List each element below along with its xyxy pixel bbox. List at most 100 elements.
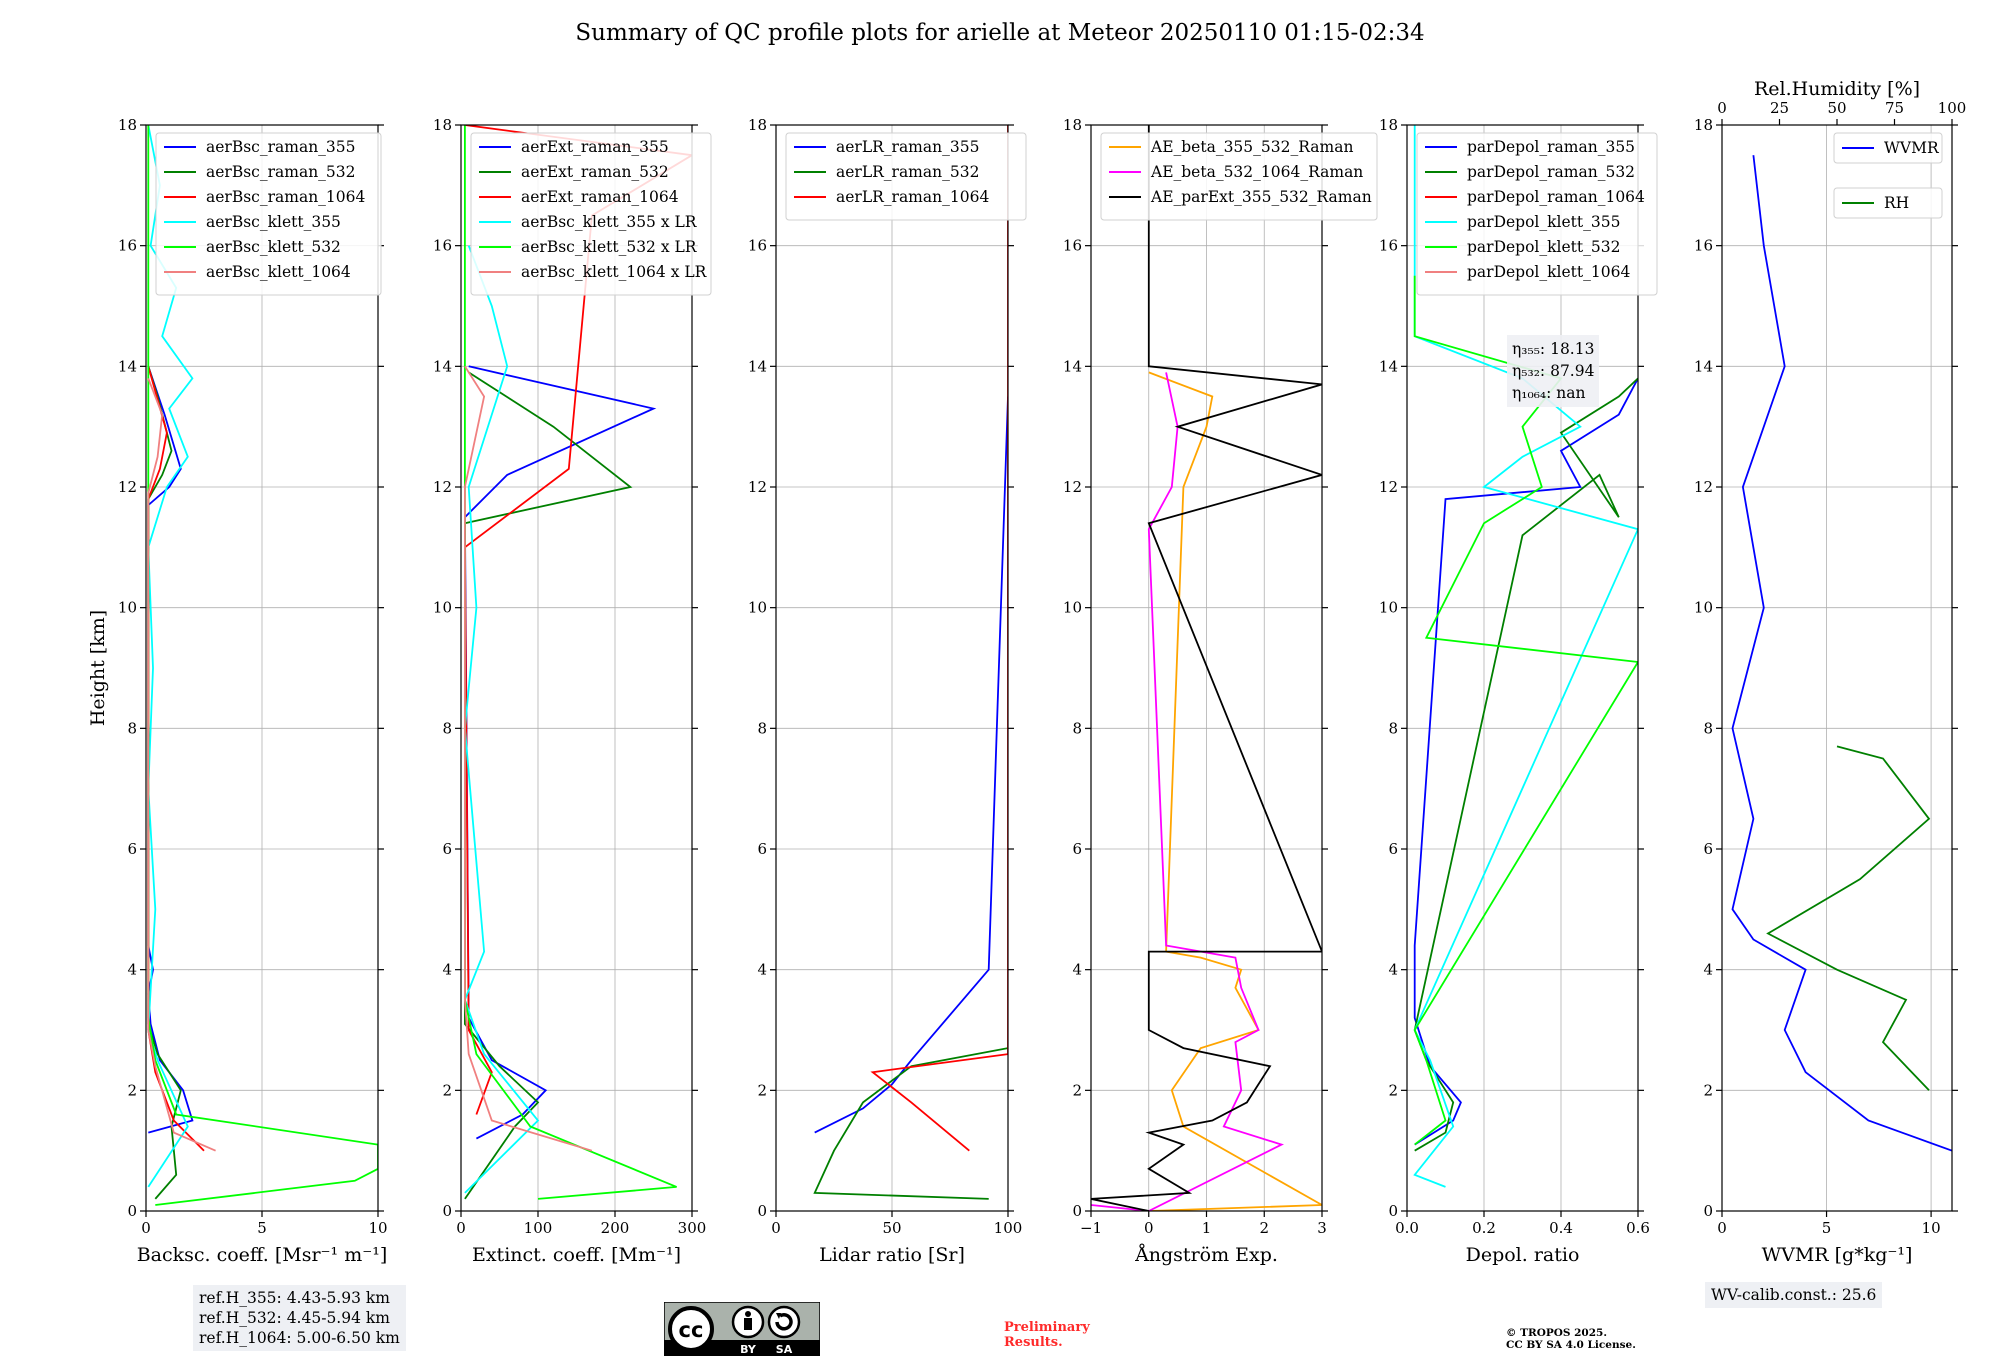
- x-tick-label: 100: [994, 1219, 1023, 1237]
- y-tick-label: 10: [748, 599, 767, 617]
- series-line-aerBsc_klett_1064 x LR: [464, 365, 593, 1152]
- x-tick-label: 0: [456, 1219, 466, 1237]
- y-tick-label: 2: [1703, 1081, 1713, 1099]
- legend-box: [155, 132, 382, 296]
- series-line-aerLR_raman_355: [814, 396, 1008, 1134]
- series-line-aerBsc_klett_1064: [147, 378, 216, 1152]
- y-tick-label: 10: [1694, 599, 1713, 617]
- series-line-parDepol_raman_355: [1413, 377, 1638, 1146]
- series-line-parDepol_klett_355: [1413, 125, 1638, 1188]
- y-tick-label: 2: [1388, 1081, 1398, 1099]
- badge-by-text: BY: [740, 1343, 757, 1356]
- copyright-note: © TROPOS 2025. CC BY SA 4.0 License.: [1506, 1327, 1636, 1351]
- y-tick-label: 2: [757, 1081, 767, 1099]
- reference-height-box: ref.H_355: 4.43-5.93 km ref.H_532: 4.45-5…: [193, 1285, 406, 1351]
- axes-frame: [1406, 124, 1639, 1212]
- x2-tick-label: 50: [1827, 99, 1846, 117]
- y-tick-label: 10: [1063, 599, 1082, 617]
- series-line-AE_beta_532_1064_Raman: [1091, 372, 1284, 1211]
- eta-box: [1507, 335, 1599, 407]
- x-tick-label: 0: [141, 1219, 151, 1237]
- x-tick-label: 0: [1717, 1219, 1727, 1237]
- y-tick-label: 18: [748, 116, 767, 134]
- axes-frame: [460, 124, 693, 1212]
- wv-calib-box: WV-calib.const.: 25.6: [1705, 1282, 1883, 1308]
- y-tick-label: 16: [1694, 237, 1713, 255]
- y-tick-label: 6: [127, 840, 137, 858]
- y-tick-label: 12: [1379, 478, 1398, 496]
- series-line-AE_beta_355_532_Raman: [1148, 371, 1322, 1211]
- legend-label: parDepol_klett_532: [1467, 238, 1620, 256]
- panel-2: 0 2 4 6 8 10 12 14 16 18 0 100 200 300 Extinct. coeff.…: [433, 116, 712, 1266]
- x2-axis-label: Rel.Humidity [%]: [1754, 78, 1920, 100]
- y-tick-label: 2: [127, 1081, 137, 1099]
- series-line-aerBsc_raman_355: [147, 366, 194, 1134]
- legend-label: aerExt_raman_1064: [521, 188, 679, 206]
- y-tick-label: 14: [118, 357, 137, 375]
- x-tick-label: 0.6: [1626, 1219, 1650, 1237]
- y-tick-label: 8: [442, 719, 452, 737]
- y-tick-label: 18: [118, 116, 137, 134]
- x-tick-label: 0: [1144, 1219, 1154, 1237]
- x-axis-label: Ångström Exp.: [1134, 1244, 1278, 1266]
- ref-height-355: ref.H_355: 4.43-5.93 km: [199, 1289, 390, 1307]
- y-tick-label: 6: [757, 840, 767, 858]
- series-line-aerLR_raman_532: [813, 1047, 1008, 1200]
- y-tick-label: 10: [433, 599, 452, 617]
- x-tick-label: 200: [601, 1219, 630, 1237]
- series-line-parDepol_raman_532: [1413, 377, 1638, 1152]
- x-tick-label: 5: [1822, 1219, 1832, 1237]
- legend-label: AE_beta_532_1064_Raman: [1150, 163, 1363, 181]
- x-tick-label: 5: [257, 1219, 267, 1237]
- legend-label: aerBsc_klett_1064 x LR: [521, 263, 708, 281]
- x-tick-label: 100: [524, 1219, 553, 1237]
- x-tick-label: 0.2: [1472, 1219, 1496, 1237]
- x2-tick-label: 100: [1938, 99, 1967, 117]
- y-tick-label: 0: [127, 1202, 137, 1220]
- legend-label: aerBsc_raman_1064: [206, 188, 366, 206]
- x-tick-label: 10: [368, 1219, 387, 1237]
- x-axis-label: Depol. ratio: [1466, 1244, 1580, 1266]
- legend-label: WVMR: [1884, 139, 1940, 157]
- legend-label: aerBsc_klett_355 x LR: [521, 213, 698, 231]
- x-tick-label: −1: [1080, 1219, 1102, 1237]
- y-tick-label: 10: [1379, 599, 1398, 617]
- y-tick-label: 4: [1388, 961, 1398, 979]
- y-tick-label: 6: [1703, 840, 1713, 858]
- y-tick-label: 4: [1703, 961, 1713, 979]
- y-tick-label: 4: [442, 961, 452, 979]
- ref-height-532: ref.H_532: 4.45-5.94 km: [199, 1309, 390, 1327]
- badge-sa-text: SA: [776, 1343, 793, 1356]
- figure-title: Summary of QC profile plots for arielle …: [575, 20, 1425, 46]
- legend-label: parDepol_raman_532: [1467, 163, 1635, 181]
- legend-label: aerExt_raman_532: [521, 163, 669, 181]
- legend-label: aerLR_raman_532: [836, 163, 979, 181]
- y-tick-label: 4: [757, 961, 767, 979]
- legend-box: [1100, 132, 1378, 221]
- y-tick-label: 4: [127, 961, 137, 979]
- y-tick-label: 2: [442, 1081, 452, 1099]
- legend-label: parDepol_raman_355: [1467, 138, 1635, 156]
- x-tick-label: 50: [882, 1219, 901, 1237]
- x-axis-label: Backsc. coeff. [Msr⁻¹ m⁻¹]: [137, 1244, 388, 1266]
- y-tick-label: 18: [1063, 116, 1082, 134]
- x-tick-label: 300: [678, 1219, 707, 1237]
- legend-label: aerBsc_klett_532: [206, 238, 341, 256]
- series-line-aerLR_raman_1064: [870, 125, 1008, 1152]
- legend-box: [785, 132, 1027, 221]
- y-tick-label: 8: [127, 719, 137, 737]
- legend-label: aerLR_raman_1064: [836, 188, 989, 206]
- y-tick-label: 6: [442, 840, 452, 858]
- legend-label: aerLR_raman_355: [836, 138, 979, 156]
- cc-by-sa-badge: cc BY SA: [664, 1302, 820, 1356]
- y-tick-label: 6: [1072, 840, 1082, 858]
- wv-calib-text: WV-calib.const.: 25.6: [1711, 1286, 1877, 1304]
- y-axis-label: Height [km]: [87, 610, 109, 726]
- y-tick-label: 0: [757, 1202, 767, 1220]
- y-tick-label: 8: [1703, 719, 1713, 737]
- y-tick-label: 14: [1694, 357, 1713, 375]
- y-tick-label: 0: [1388, 1202, 1398, 1220]
- y-tick-label: 16: [433, 237, 452, 255]
- y-tick-label: 0: [1703, 1202, 1713, 1220]
